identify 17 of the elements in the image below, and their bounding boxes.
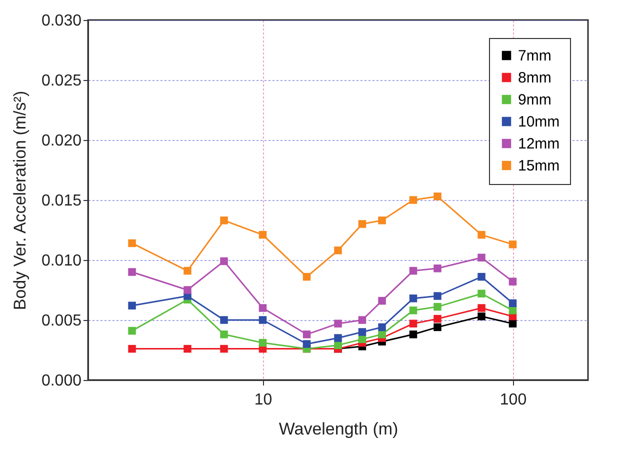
x-tick-label: 10 xyxy=(254,392,272,408)
legend-label: 10mm xyxy=(518,114,560,130)
legend-label: 7mm xyxy=(518,48,552,64)
y-tick-label: 0.025 xyxy=(41,72,82,90)
legend-label: 15mm xyxy=(518,158,560,174)
legend-label: 9mm xyxy=(518,92,552,108)
legend-label: 12mm xyxy=(518,136,560,152)
y-tick-label: 0.000 xyxy=(41,372,82,390)
x-tick-label: 100 xyxy=(500,392,527,408)
y-tick-label: 0.020 xyxy=(41,132,82,150)
legend-label: 8mm xyxy=(518,70,552,86)
y-tick-label: 0.015 xyxy=(41,192,82,210)
x-axis-title: Wavelength (m) xyxy=(278,420,398,438)
y-tick-label: 0.005 xyxy=(41,312,82,330)
y-axis-title: Body Ver. Acceleration (m/s²) xyxy=(10,90,30,310)
y-tick-label: 0.030 xyxy=(41,12,82,30)
y-tick-label: 0.010 xyxy=(41,252,82,270)
